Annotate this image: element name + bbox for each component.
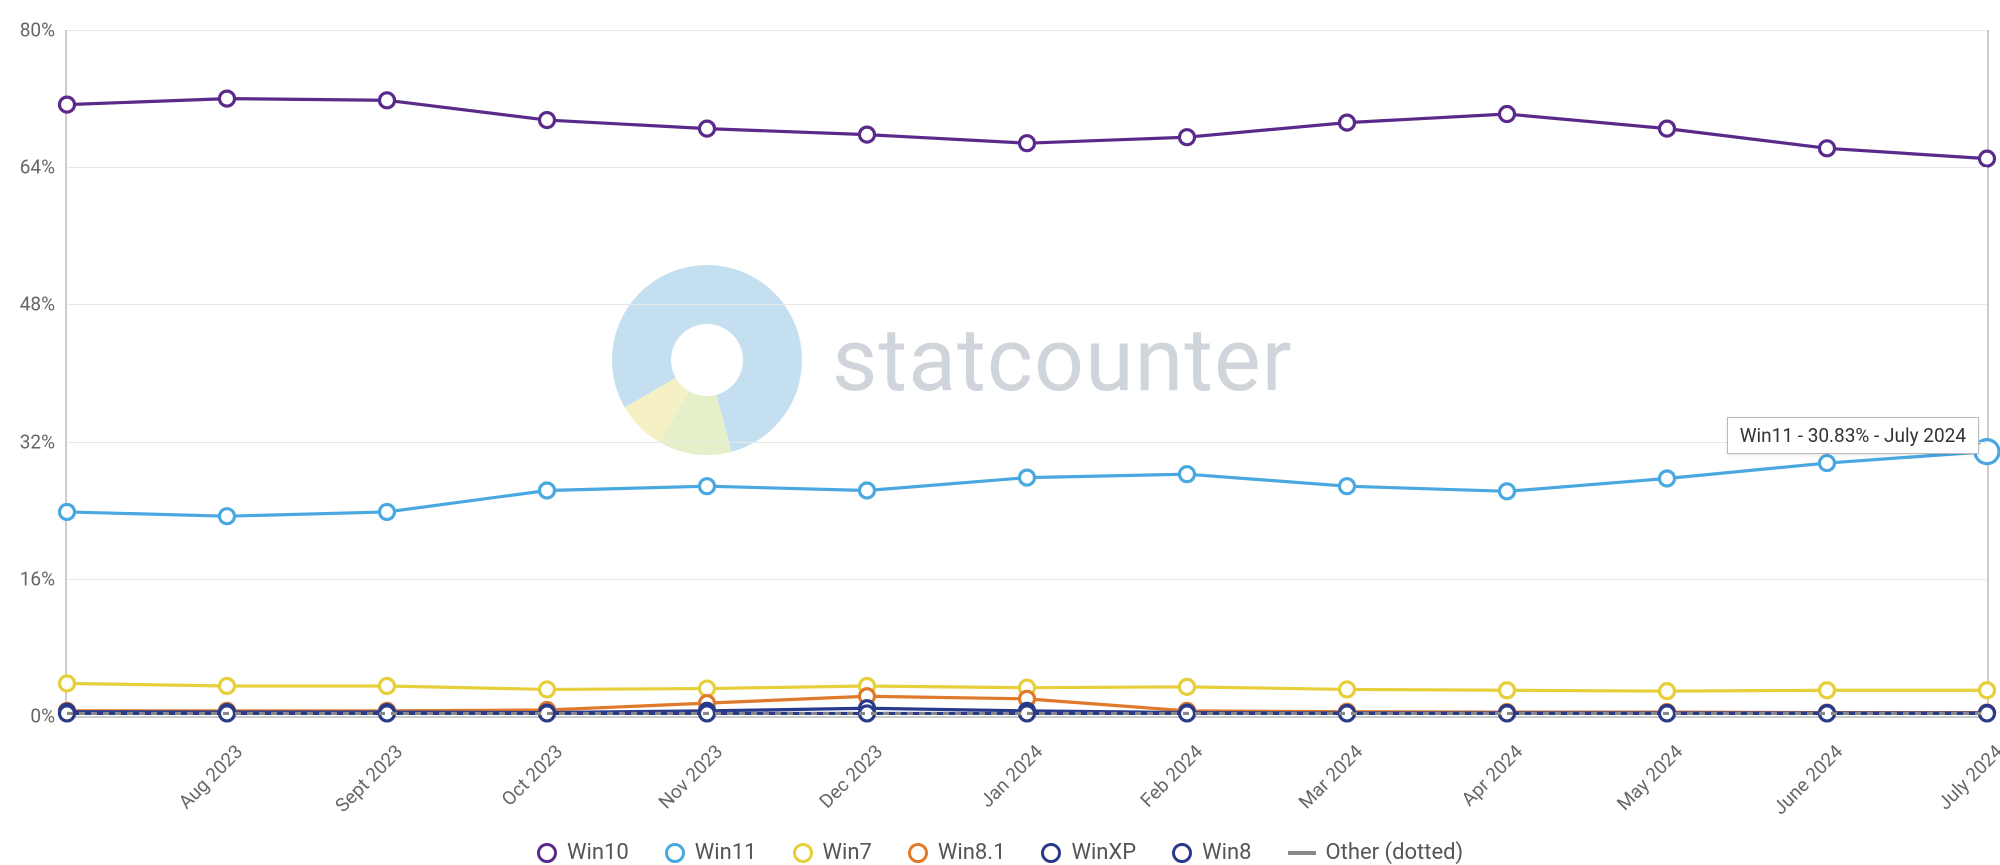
x-axis-label: Oct 2023 — [497, 740, 567, 810]
series-marker-Win11[interactable] — [220, 509, 235, 524]
series-marker-Win10[interactable] — [1340, 115, 1355, 130]
gridline — [67, 304, 1987, 305]
x-axis-label: Apr 2024 — [1457, 740, 1528, 811]
gridline — [67, 167, 1987, 168]
series-marker-Win11[interactable] — [60, 504, 75, 519]
chart-lines-svg — [67, 30, 1987, 716]
legend-item-Win10[interactable]: Win10 — [537, 840, 629, 865]
x-axis-label: July 2024 — [1933, 740, 2000, 814]
series-marker-Win10[interactable] — [380, 93, 395, 108]
legend-label: Win10 — [567, 840, 629, 865]
x-axis-label: Sept 2023 — [330, 740, 407, 817]
y-axis-label: 0% — [5, 705, 55, 728]
series-marker-Win11[interactable] — [1180, 467, 1195, 482]
x-axis-label: Mar 2024 — [1294, 740, 1367, 813]
legend-label: Win11 — [695, 840, 757, 865]
series-marker-Win11[interactable] — [700, 479, 715, 494]
series-marker-Win10[interactable] — [1660, 121, 1675, 136]
legend-dash-icon — [1288, 851, 1316, 855]
series-marker-Win11[interactable] — [1660, 471, 1675, 486]
x-axis-label: Dec 2023 — [814, 740, 887, 813]
series-marker-Win11[interactable] — [1500, 484, 1515, 499]
series-marker-Win7[interactable] — [380, 678, 395, 693]
legend-label: Win8.1 — [938, 840, 1006, 865]
series-marker-Win11[interactable] — [1340, 479, 1355, 494]
legend-label: Win8 — [1202, 840, 1251, 865]
series-marker-Win7[interactable] — [1660, 684, 1675, 699]
legend-item-Other[interactable]: Other (dotted) — [1288, 840, 1464, 865]
series-marker-Win8[interactable] — [1980, 706, 1995, 721]
legend-marker-icon — [793, 843, 813, 863]
series-marker-Win7[interactable] — [1500, 683, 1515, 698]
tooltip-text: Win11 - 30.83% - July 2024 — [1740, 424, 1966, 447]
legend-marker-icon — [1172, 843, 1192, 863]
series-marker-Win11[interactable] — [1020, 470, 1035, 485]
series-marker-Win10[interactable] — [860, 127, 875, 142]
gridline — [67, 579, 1987, 580]
series-marker-Win10[interactable] — [1500, 107, 1515, 122]
x-axis-label: Nov 2023 — [654, 740, 727, 813]
y-axis-label: 48% — [5, 293, 55, 316]
datapoint-tooltip: Win11 - 30.83% - July 2024 — [1727, 417, 1979, 454]
series-marker-Win10[interactable] — [1020, 136, 1035, 151]
series-marker-Win10[interactable] — [60, 97, 75, 112]
legend-item-Win7[interactable]: Win7 — [793, 840, 872, 865]
series-marker-Win7[interactable] — [540, 682, 555, 697]
series-marker-Win10[interactable] — [540, 113, 555, 128]
series-marker-Win10[interactable] — [700, 121, 715, 136]
legend-label: Win7 — [823, 840, 872, 865]
legend-item-Win8[interactable]: Win8 — [1172, 840, 1251, 865]
series-marker-Win11[interactable] — [860, 483, 875, 498]
series-marker-Win10[interactable] — [220, 91, 235, 106]
x-axis-label: Feb 2024 — [1136, 740, 1208, 812]
y-axis-label: 64% — [5, 156, 55, 179]
series-marker-Win7[interactable] — [700, 681, 715, 696]
plot-area: statcounter — [65, 30, 1989, 718]
legend-marker-icon — [1041, 843, 1061, 863]
legend-label: WinXP — [1071, 840, 1136, 865]
y-axis-label: 32% — [5, 430, 55, 453]
series-marker-Win7[interactable] — [220, 678, 235, 693]
legend-marker-icon — [537, 843, 557, 863]
gridline — [67, 30, 1987, 31]
legend-marker-icon — [908, 843, 928, 863]
chart-legend: Win10 Win11 Win7 Win8.1 WinXP Win8 Other (dott… — [537, 840, 1463, 865]
series-marker-Win7[interactable] — [1340, 682, 1355, 697]
series-marker-Win10[interactable] — [1820, 141, 1835, 156]
series-marker-Win7[interactable] — [1820, 683, 1835, 698]
x-axis-label: Aug 2023 — [174, 740, 247, 813]
gridline — [67, 442, 1987, 443]
y-axis-label: 16% — [5, 567, 55, 590]
series-marker-Win7[interactable] — [60, 676, 75, 691]
legend-marker-icon — [665, 843, 685, 863]
series-marker-Win7[interactable] — [1980, 683, 1995, 698]
series-marker-Win11[interactable] — [380, 504, 395, 519]
legend-item-Win8.1[interactable]: Win8.1 — [908, 840, 1006, 865]
series-marker-Win10[interactable] — [1180, 130, 1195, 145]
legend-item-WinXP[interactable]: WinXP — [1041, 840, 1136, 865]
series-marker-Win7[interactable] — [1180, 679, 1195, 694]
legend-label: Other (dotted) — [1326, 840, 1464, 865]
series-marker-Win11[interactable] — [1820, 456, 1835, 471]
x-axis-label: Jan 2024 — [975, 740, 1047, 812]
chart-container: statcounter Win11 - 30.83% - July 2024 W… — [0, 0, 2000, 865]
x-axis-label: May 2024 — [1612, 740, 1687, 815]
series-marker-Win11[interactable] — [540, 483, 555, 498]
series-marker-Win10[interactable] — [1980, 151, 1995, 166]
x-axis-label: June 2024 — [1768, 740, 1847, 819]
y-axis-label: 80% — [5, 19, 55, 42]
legend-item-Win11[interactable]: Win11 — [665, 840, 757, 865]
